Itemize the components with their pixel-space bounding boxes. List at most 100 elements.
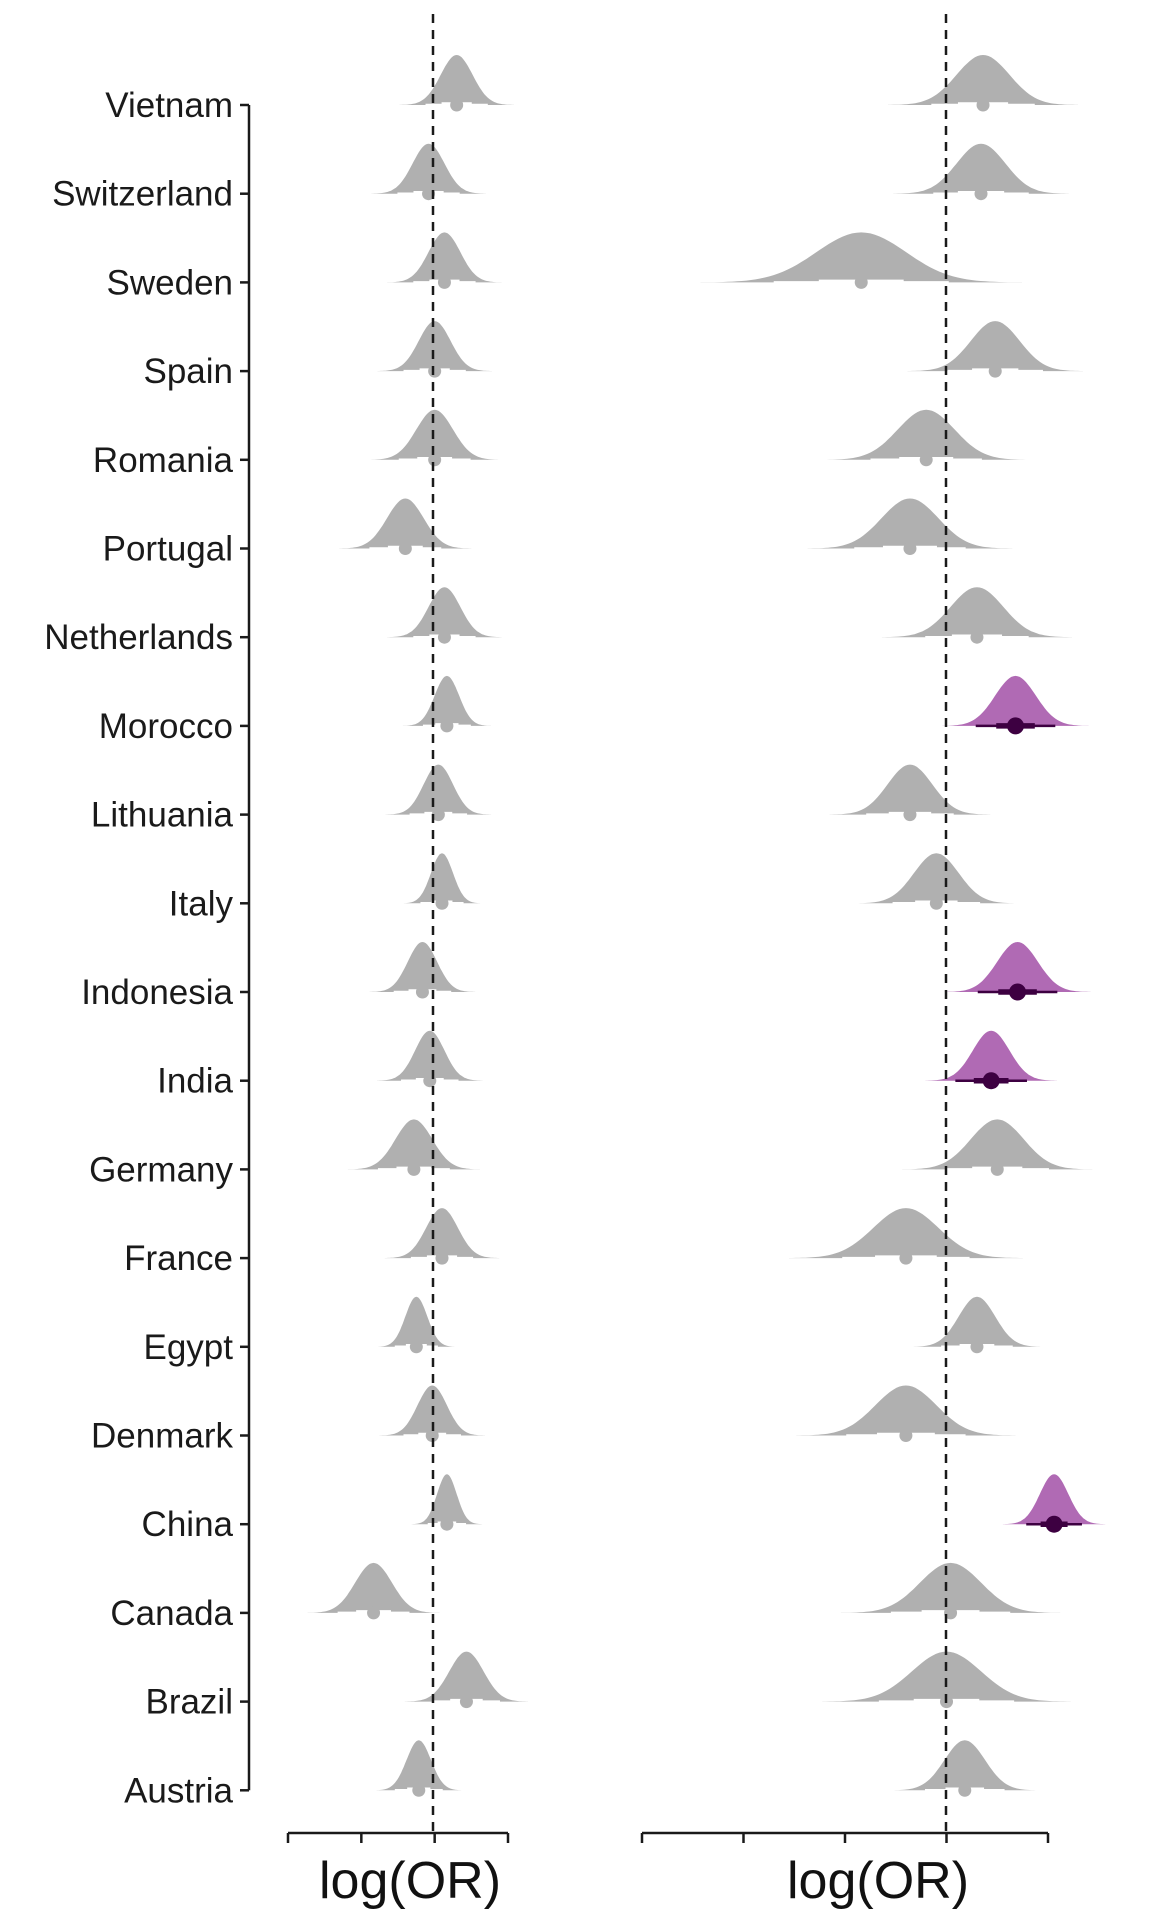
density-germany	[902, 1119, 1093, 1170]
country-label: Germany	[89, 1150, 233, 1189]
point-estimate	[944, 1606, 958, 1620]
country-label: Spain	[143, 352, 233, 391]
point-estimate	[929, 896, 943, 910]
density-lithuania	[829, 764, 991, 815]
density-brazil	[822, 1651, 1071, 1702]
density-italy	[856, 853, 1017, 904]
density-spain	[907, 321, 1083, 372]
point-estimate	[440, 1517, 454, 1531]
point-estimate	[437, 275, 451, 289]
density-netherlands	[387, 587, 502, 638]
point-estimate	[428, 453, 442, 467]
density-denmark	[796, 1385, 1016, 1436]
country-label: France	[124, 1239, 233, 1278]
country-label: Lithuania	[91, 796, 234, 835]
point-estimate	[450, 98, 464, 112]
country-label: Switzerland	[52, 175, 233, 214]
country-labels: Vietnam Switzerland Sweden Spain Romania Port…	[44, 86, 233, 1810]
point-estimate	[437, 630, 451, 644]
country-label: Canada	[110, 1594, 233, 1633]
country-label: Morocco	[99, 707, 233, 746]
point-estimate	[990, 1162, 1004, 1176]
point-estimate	[459, 1695, 473, 1709]
point-estimate	[407, 1162, 421, 1176]
x-axis-title-right: log(OR)	[787, 1852, 969, 1910]
density-vietnam	[399, 55, 514, 105]
country-label: Vietnam	[105, 86, 233, 125]
point-estimate	[440, 719, 454, 733]
density-lithuania	[385, 764, 492, 815]
point-estimate	[1009, 983, 1027, 1001]
panel-left	[286, 14, 528, 1843]
density-romania	[368, 409, 501, 460]
point-estimate	[988, 364, 1002, 378]
point-estimate	[415, 985, 429, 999]
point-estimate	[982, 1072, 1000, 1090]
point-estimate	[974, 187, 988, 201]
point-estimate	[919, 453, 933, 467]
point-estimate	[367, 1606, 381, 1620]
point-estimate	[970, 630, 984, 644]
country-label: Egypt	[144, 1328, 234, 1367]
density-morocco	[942, 675, 1089, 726]
x-axis-title-left: log(OR)	[319, 1852, 501, 1910]
density-vietnam	[888, 55, 1078, 105]
density-china	[411, 1474, 483, 1525]
density-sweden	[387, 232, 502, 283]
density-france	[384, 1208, 500, 1259]
point-estimate	[431, 808, 445, 822]
density-switzerland	[371, 143, 486, 194]
density-portugal	[339, 498, 472, 549]
country-label: India	[157, 1062, 233, 1101]
density-france	[789, 1208, 1023, 1259]
point-estimate	[428, 364, 442, 378]
density-morocco	[402, 675, 491, 726]
point-estimate	[412, 1783, 426, 1797]
country-label: Italy	[169, 884, 234, 923]
country-label: Indonesia	[81, 973, 233, 1012]
point-estimate	[398, 542, 412, 555]
country-label: China	[142, 1505, 234, 1544]
point-estimate	[903, 542, 917, 555]
density-indonesia	[369, 942, 476, 992]
country-label: Austria	[124, 1771, 233, 1810]
density-switzerland	[893, 143, 1069, 194]
point-estimate	[409, 1340, 423, 1354]
density-italy	[402, 853, 482, 904]
density-germany	[347, 1119, 480, 1170]
country-label: Portugal	[103, 530, 233, 569]
country-label: Sweden	[107, 263, 233, 302]
point-estimate	[1007, 717, 1025, 735]
density-china	[1002, 1474, 1106, 1525]
point-estimate	[1045, 1515, 1063, 1533]
point-estimate	[903, 808, 917, 822]
country-label: Netherlands	[44, 618, 233, 657]
point-estimate	[425, 1429, 439, 1442]
point-estimate	[958, 1783, 972, 1797]
country-label: Romania	[93, 441, 234, 480]
density-austria	[374, 1740, 463, 1791]
point-estimate	[970, 1340, 984, 1354]
country-label: Denmark	[91, 1417, 233, 1456]
density-brazil	[404, 1651, 528, 1702]
point-estimate	[435, 896, 449, 910]
density-sweden	[700, 232, 1022, 283]
density-egypt	[911, 1296, 1043, 1347]
point-estimate	[423, 1074, 437, 1088]
country-label: Brazil	[145, 1683, 233, 1722]
point-estimate	[854, 275, 868, 289]
density-india	[925, 1030, 1057, 1081]
point-estimate	[976, 98, 990, 112]
density-spain	[377, 321, 492, 372]
panel-right	[640, 14, 1106, 1843]
y-axis	[240, 103, 251, 1792]
density-austria	[891, 1740, 1038, 1791]
density-egypt	[376, 1296, 456, 1347]
density-canada	[840, 1562, 1061, 1613]
density-netherlands	[881, 587, 1072, 638]
density-romania	[823, 409, 1029, 460]
density-canada	[307, 1562, 440, 1613]
density-india	[377, 1030, 483, 1081]
density-portugal	[807, 498, 1013, 549]
